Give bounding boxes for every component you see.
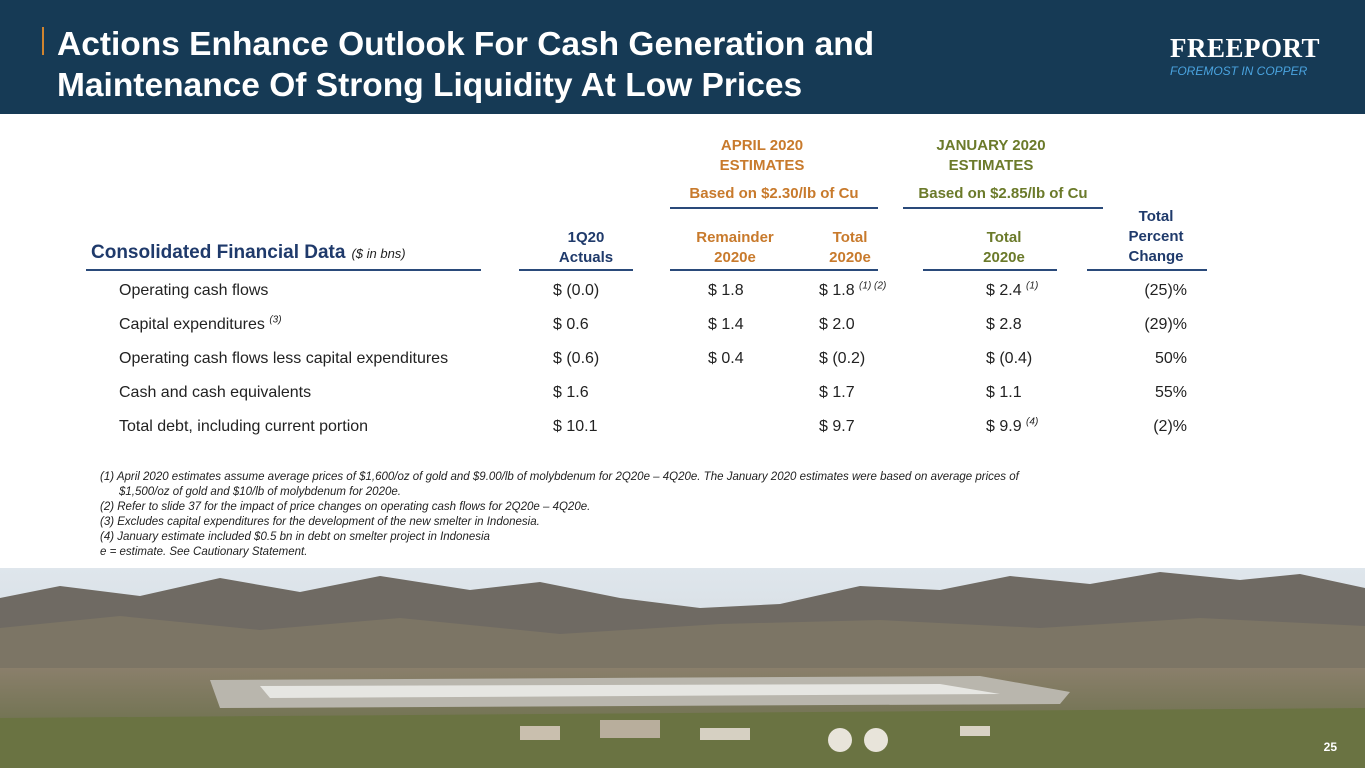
col-remainder-line-1: Remainder bbox=[696, 229, 774, 246]
col-1q20-actuals: 1Q20 Actuals bbox=[536, 228, 636, 268]
january-total-underline bbox=[923, 269, 1057, 271]
col-pct-line-2: Percent bbox=[1128, 228, 1184, 245]
col-actuals-line-1: 1Q20 bbox=[567, 229, 605, 246]
cell-april-total: $ 2.0 bbox=[819, 315, 855, 335]
january-total-footnote: (4) bbox=[1026, 416, 1039, 428]
slide-header: Actions Enhance Outlook For Cash Generat… bbox=[0, 0, 1365, 114]
unit-note: ($ in bns) bbox=[351, 246, 406, 261]
table-row-label: Capital expenditures (3) bbox=[119, 315, 282, 335]
april-total-value: $ 2.0 bbox=[819, 316, 855, 333]
cell-april-total: $ 1.7 bbox=[819, 383, 855, 403]
april-heading-line-2: ESTIMATES bbox=[719, 157, 805, 174]
section-label: Consolidated Financial Data ($ in bns) bbox=[91, 241, 406, 266]
cell-actual: $ 0.6 bbox=[553, 316, 589, 333]
table-row-label: Total debt, including current portion bbox=[119, 417, 368, 437]
footnote-4: (4) January estimate included $0.5 bn in… bbox=[100, 531, 490, 543]
cell-april-total: $ 9.7 bbox=[819, 417, 855, 437]
slide-title: Actions Enhance Outlook For Cash Generat… bbox=[57, 24, 1117, 106]
cell-remainder: $ 1.4 bbox=[708, 316, 744, 333]
cell-actual: $ 10.1 bbox=[553, 418, 598, 435]
title-accent-bar bbox=[42, 27, 44, 55]
actuals-underline bbox=[519, 269, 633, 271]
cell-january-total: $ 2.4 (1) bbox=[986, 281, 1038, 301]
title-line-1: Actions Enhance Outlook For Cash Generat… bbox=[57, 26, 875, 63]
january-total-value: $ 9.9 bbox=[986, 418, 1022, 435]
april-total-value: $ 1.8 bbox=[819, 282, 855, 299]
cell-pct-change: (25)% bbox=[1144, 282, 1187, 299]
january-heading-line-2: ESTIMATES bbox=[948, 157, 1034, 174]
april-heading-line-1: APRIL 2020 bbox=[720, 137, 804, 154]
footnote-1: (1) April 2020 estimates assume average … bbox=[100, 471, 1019, 483]
cell-pct-change: (29)% bbox=[1144, 316, 1187, 333]
pct-underline bbox=[1087, 269, 1207, 271]
january-estimates-heading: JANUARY 2020 ESTIMATES bbox=[911, 136, 1071, 176]
april-estimates-heading: APRIL 2020 ESTIMATES bbox=[682, 136, 842, 176]
col-january-total-2020e: Total 2020e bbox=[964, 228, 1044, 268]
col-actuals-line-2: Actuals bbox=[558, 249, 614, 266]
january-total-footnote: (1) bbox=[1026, 280, 1039, 292]
table-row-label: Cash and cash equivalents bbox=[119, 383, 311, 403]
january-total-value: $ (0.4) bbox=[986, 350, 1033, 367]
title-line-2: Maintenance Of Strong Liquidity At Low P… bbox=[57, 67, 803, 104]
page-number: 25 bbox=[1323, 740, 1337, 754]
cell-january-total: $ 2.8 bbox=[986, 315, 1022, 335]
cell-pct-change: 55% bbox=[1154, 384, 1187, 401]
cell-january-total: $ 1.1 bbox=[986, 383, 1022, 403]
col-january-total-line-1: Total bbox=[986, 229, 1022, 246]
cell-actual: $ 1.6 bbox=[553, 384, 589, 401]
logo-tagline: FOREMOST IN COPPER bbox=[1170, 64, 1308, 78]
january-total-value: $ 2.8 bbox=[986, 316, 1022, 333]
mine-landscape-illustration bbox=[0, 568, 1365, 768]
row-label-text: Total debt, including current portion bbox=[119, 418, 369, 435]
cell-actual: $ (0.0) bbox=[553, 282, 600, 299]
row-label-text: Cash and cash equivalents bbox=[119, 384, 312, 401]
april-total-value: $ 9.7 bbox=[819, 418, 855, 435]
mine-landscape-photo: 25 bbox=[0, 568, 1365, 768]
january-heading-line-1: JANUARY 2020 bbox=[936, 137, 1046, 154]
label-underline bbox=[86, 269, 481, 271]
freeport-logo: FREEPORT FOREMOST IN COPPER bbox=[1170, 34, 1340, 78]
april-total-value: $ 1.7 bbox=[819, 384, 855, 401]
row-label-text: Operating cash flows less capital expend… bbox=[119, 350, 449, 367]
cell-january-total: $ (0.4) bbox=[986, 349, 1032, 369]
cell-remainder: $ 0.4 bbox=[708, 350, 744, 367]
january-total-value: $ 2.4 bbox=[986, 282, 1022, 299]
footnote-2: (2) Refer to slide 37 for the impact of … bbox=[100, 501, 591, 513]
april-basis: Based on $2.30/lb of Cu bbox=[689, 185, 859, 202]
january-total-value: $ 1.1 bbox=[986, 384, 1022, 401]
april-group-underline bbox=[670, 207, 878, 209]
cell-pct-change: 50% bbox=[1154, 350, 1187, 367]
footnote-estimate: e = estimate. See Cautionary Statement. bbox=[100, 546, 308, 558]
april-columns-underline bbox=[670, 269, 878, 271]
april-total-footnote: (1) (2) bbox=[859, 280, 887, 292]
logo-name: FREEPORT bbox=[1170, 33, 1321, 63]
col-april-total-2020e: Total 2020e bbox=[810, 228, 890, 268]
row-label-text: Capital expenditures bbox=[119, 316, 265, 333]
row-label-text: Operating cash flows bbox=[119, 282, 269, 299]
cell-actual: $ (0.6) bbox=[553, 350, 600, 367]
col-pct-line-3: Change bbox=[1128, 248, 1184, 265]
row-label-footnote: (3) bbox=[269, 314, 282, 326]
col-pct-line-1: Total bbox=[1138, 208, 1174, 225]
january-group-underline bbox=[903, 207, 1103, 209]
cell-january-total: $ 9.9 (4) bbox=[986, 417, 1038, 437]
col-april-total-line-2: 2020e bbox=[829, 249, 871, 266]
section-title: Consolidated Financial Data bbox=[91, 242, 346, 263]
cell-remainder: $ 1.8 bbox=[708, 282, 744, 299]
footnote-3: (3) Excludes capital expenditures for th… bbox=[100, 516, 540, 528]
col-january-total-line-2: 2020e bbox=[983, 249, 1025, 266]
table-row-label: Operating cash flows less capital expend… bbox=[119, 349, 448, 369]
col-remainder-2020e: Remainder 2020e bbox=[675, 228, 795, 268]
january-basis: Based on $2.85/lb of Cu bbox=[918, 185, 1088, 202]
footnote-1-continued: $1,500/oz of gold and $10/lb of molybden… bbox=[119, 486, 401, 498]
footnotes: (1) April 2020 estimates assume average … bbox=[100, 470, 1160, 560]
cell-april-total: $ (0.2) bbox=[819, 349, 865, 369]
col-total-percent-change: Total Percent Change bbox=[1106, 207, 1206, 267]
table-row-label: Operating cash flows bbox=[119, 281, 268, 301]
april-total-value: $ (0.2) bbox=[819, 350, 866, 367]
col-april-total-line-1: Total bbox=[832, 229, 868, 246]
cell-pct-change: (2)% bbox=[1153, 418, 1187, 435]
col-remainder-line-2: 2020e bbox=[714, 249, 756, 266]
cell-april-total: $ 1.8 (1) (2) bbox=[819, 281, 886, 301]
